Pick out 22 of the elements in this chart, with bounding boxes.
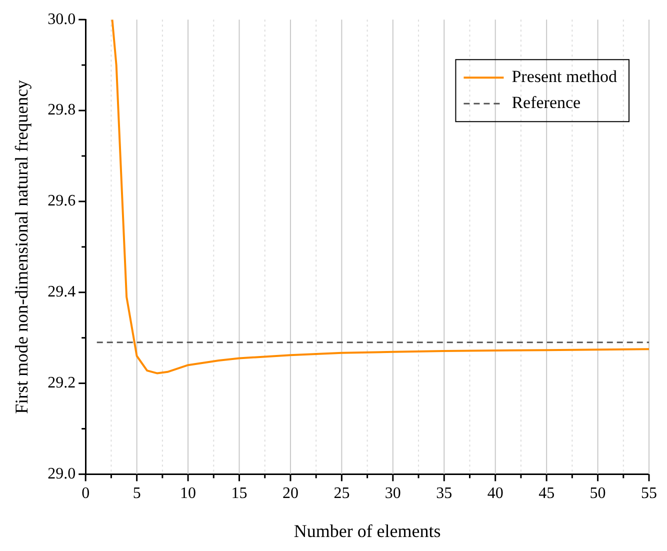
y-tick-label: 30.0 <box>48 10 76 28</box>
x-tick-label: 40 <box>487 485 504 502</box>
y-tick-label: 29.0 <box>48 465 76 482</box>
x-tick-label: 15 <box>231 485 248 502</box>
legend-label: Reference <box>512 93 581 112</box>
x-tick-label: 50 <box>590 485 606 502</box>
y-tick-label: 29.2 <box>48 374 76 392</box>
x-tick-label: 5 <box>132 485 141 502</box>
x-tick-label: 25 <box>334 485 350 502</box>
y-axis-title: First mode non-dimensional natural frequency <box>12 80 32 414</box>
x-tick-label: 55 <box>641 485 657 502</box>
x-tick-label: 0 <box>82 485 90 502</box>
x-tick-label: 35 <box>436 485 452 502</box>
legend-label: Present method <box>512 67 618 86</box>
y-tick-label: 29.4 <box>48 284 76 301</box>
y-tick-label: 29.8 <box>48 102 76 119</box>
y-tick-label: 29.6 <box>48 192 76 210</box>
x-tick-label: 45 <box>538 485 555 502</box>
x-axis-title: Number of elements <box>294 520 441 541</box>
x-tick-label: 10 <box>180 485 196 502</box>
x-tick-label: 20 <box>282 485 298 502</box>
x-tick-label: 30 <box>384 485 401 502</box>
